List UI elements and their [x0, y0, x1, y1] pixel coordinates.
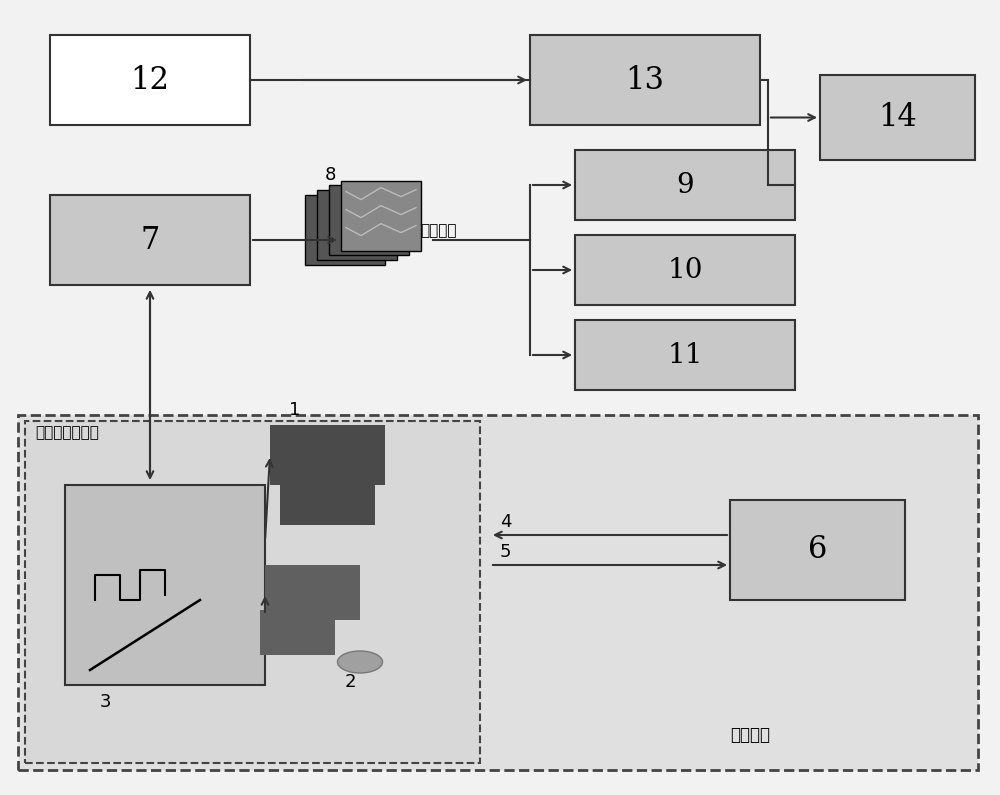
Bar — [317, 190, 397, 260]
Text: 1: 1 — [289, 401, 301, 419]
Bar — [820, 75, 975, 160]
Bar — [575, 320, 795, 390]
Bar — [18, 415, 978, 770]
Text: 8: 8 — [324, 166, 336, 184]
Text: 距离选通成像仪: 距离选通成像仪 — [35, 425, 99, 440]
Text: 11: 11 — [667, 342, 703, 369]
Text: 3: 3 — [99, 693, 111, 711]
Text: 原位探测: 原位探测 — [730, 726, 770, 744]
Bar — [305, 195, 385, 265]
Text: 12: 12 — [131, 64, 170, 95]
Text: 信息提取: 信息提取 — [420, 223, 457, 238]
Bar — [329, 185, 409, 255]
Bar — [270, 425, 385, 485]
Bar — [730, 500, 905, 600]
Bar — [530, 35, 760, 125]
Text: 4: 4 — [500, 513, 512, 531]
Bar — [280, 470, 375, 525]
Bar — [341, 180, 421, 250]
Bar — [575, 235, 795, 305]
Bar — [575, 150, 795, 220]
Bar — [265, 565, 360, 620]
Text: 2: 2 — [344, 673, 356, 691]
Text: 14: 14 — [878, 102, 917, 133]
Text: 13: 13 — [626, 64, 664, 95]
Bar — [260, 610, 335, 655]
Bar — [25, 421, 480, 763]
Bar — [50, 35, 250, 125]
Bar — [65, 485, 265, 685]
Text: 9: 9 — [676, 172, 694, 199]
Bar — [50, 195, 250, 285]
Text: 5: 5 — [500, 543, 512, 561]
Text: 6: 6 — [808, 534, 827, 565]
Text: 10: 10 — [667, 257, 703, 284]
Ellipse shape — [338, 651, 383, 673]
Text: 7: 7 — [140, 224, 160, 255]
